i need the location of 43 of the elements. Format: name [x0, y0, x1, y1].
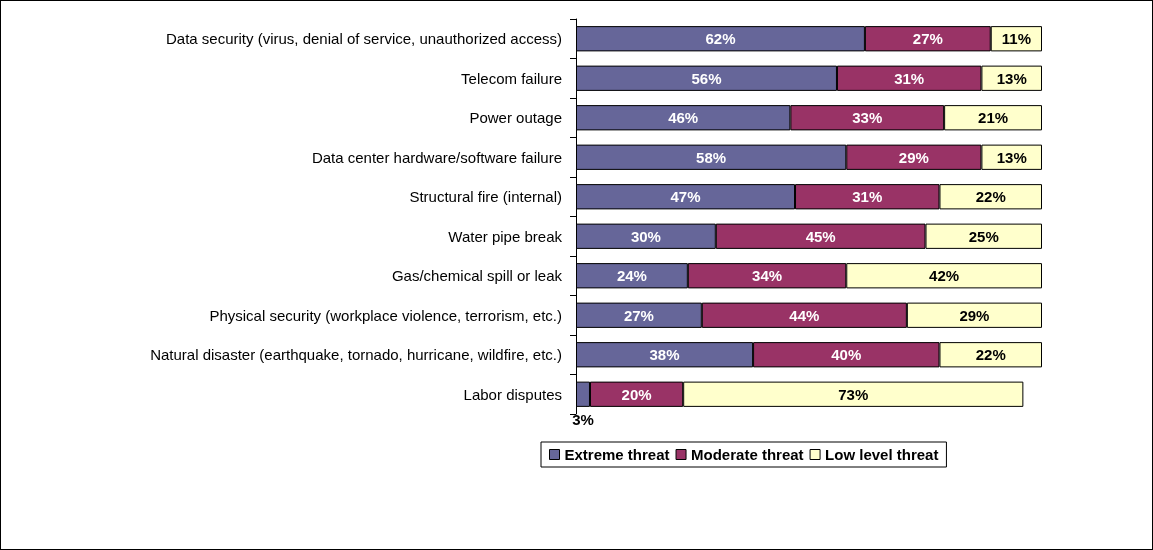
data-label: 34%: [752, 267, 783, 285]
y-tick-label: Telecom failure: [461, 69, 562, 87]
y-tick-label: Water pipe break: [448, 227, 563, 245]
y-tick-label: Gas/chemical spill or leak: [391, 267, 563, 285]
data-label: 42%: [929, 267, 960, 285]
data-label: 22%: [975, 188, 1006, 206]
y-tick-label: Data center hardware/software failure: [311, 148, 562, 166]
data-label: 56%: [691, 69, 722, 87]
data-label: 20%: [621, 385, 652, 403]
data-label: 27%: [912, 30, 943, 48]
data-label: 73%: [838, 385, 869, 403]
y-tick-label: Power outage: [469, 109, 562, 127]
legend-label: Extreme threat: [564, 446, 670, 463]
data-label: 24%: [616, 267, 647, 285]
data-label: 31%: [852, 188, 883, 206]
y-tick-label: Labor disputes: [463, 385, 562, 403]
y-tick-label: Physical security (workplace violence, terrorism, etc.): [209, 306, 562, 324]
data-label: 22%: [975, 346, 1006, 364]
data-label: 13%: [996, 69, 1027, 87]
data-label: 30%: [630, 227, 661, 245]
data-label: 58%: [696, 148, 727, 166]
data-label: 45%: [805, 227, 836, 245]
data-label: 47%: [670, 188, 701, 206]
data-label: 62%: [705, 30, 736, 48]
data-label: 3%: [572, 410, 594, 428]
y-tick-label: Data security (virus, denial of service, unauthorized access): [165, 30, 562, 48]
data-label: 38%: [649, 346, 680, 364]
y-tick-label: Structural fire (internal): [409, 188, 562, 206]
data-label: 27%: [623, 306, 654, 324]
data-label: 25%: [968, 227, 999, 245]
data-label: 11%: [1001, 30, 1031, 48]
data-label: 29%: [898, 148, 929, 166]
data-label: 40%: [831, 346, 862, 364]
data-label: 29%: [959, 306, 990, 324]
legend-label: Low level threat: [825, 446, 939, 463]
data-label: 31%: [894, 69, 925, 87]
data-label: 21%: [978, 109, 1009, 127]
data-label: 44%: [789, 306, 820, 324]
legend-label: Moderate threat: [691, 446, 804, 463]
data-label: 46%: [668, 109, 699, 127]
data-label: 13%: [996, 148, 1027, 166]
data-label: 33%: [852, 109, 883, 127]
y-tick-label: Natural disaster (earthquake, tornado, hurricane, wildfire, etc.): [150, 346, 562, 364]
